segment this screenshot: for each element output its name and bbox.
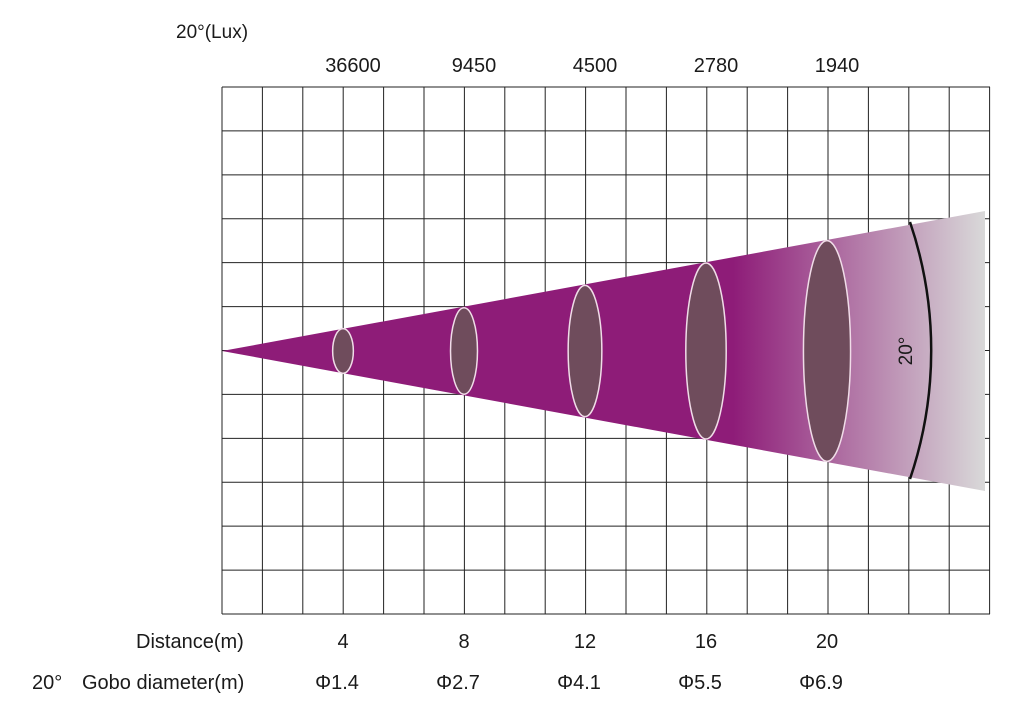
diameter-row-angle: 20° — [32, 672, 62, 694]
diameter-value: Φ4.1 — [557, 672, 601, 694]
distance-row-label: Distance(m) — [136, 631, 244, 653]
distance-labels: 4 8 12 16 20 — [337, 631, 838, 653]
lux-value: 2780 — [694, 55, 739, 77]
beam-spot-ellipse — [802, 239, 852, 463]
lux-value: 4500 — [573, 55, 618, 77]
diameter-row-label: Gobo diameter(m) — [82, 672, 244, 694]
beam-cone — [222, 211, 985, 491]
lux-title: 20°(Lux) — [176, 22, 248, 43]
diameter-value: Φ2.7 — [436, 672, 480, 694]
lux-value: 36600 — [325, 55, 381, 77]
lux-title-angle: 20° — [176, 22, 205, 43]
beam-spots — [331, 239, 852, 463]
beam-spot-ellipse — [567, 284, 603, 418]
diameter-value: Φ6.9 — [799, 672, 843, 694]
lux-title-unit: (Lux) — [205, 22, 248, 43]
distance-value: 8 — [458, 631, 469, 653]
distance-value: 4 — [337, 631, 348, 653]
diameter-value: Φ5.5 — [678, 672, 722, 694]
distance-value: 12 — [574, 631, 596, 653]
lux-labels: 36600 9450 4500 2780 1940 — [325, 55, 859, 77]
distance-value: 16 — [695, 631, 717, 653]
beam-spot-ellipse — [685, 262, 727, 440]
beam-angle-arc — [908, 221, 933, 480]
diameter-labels: Φ1.4 Φ2.7 Φ4.1 Φ5.5 Φ6.9 — [315, 672, 843, 694]
distance-value: 20 — [816, 631, 838, 653]
lux-value: 1940 — [815, 55, 860, 77]
diameter-value: Φ1.4 — [315, 672, 359, 694]
lux-value: 9450 — [452, 55, 497, 77]
beam-spot-ellipse — [449, 307, 479, 395]
beam-angle-label: 20° — [896, 337, 917, 366]
beam-spot-ellipse — [331, 327, 355, 375]
